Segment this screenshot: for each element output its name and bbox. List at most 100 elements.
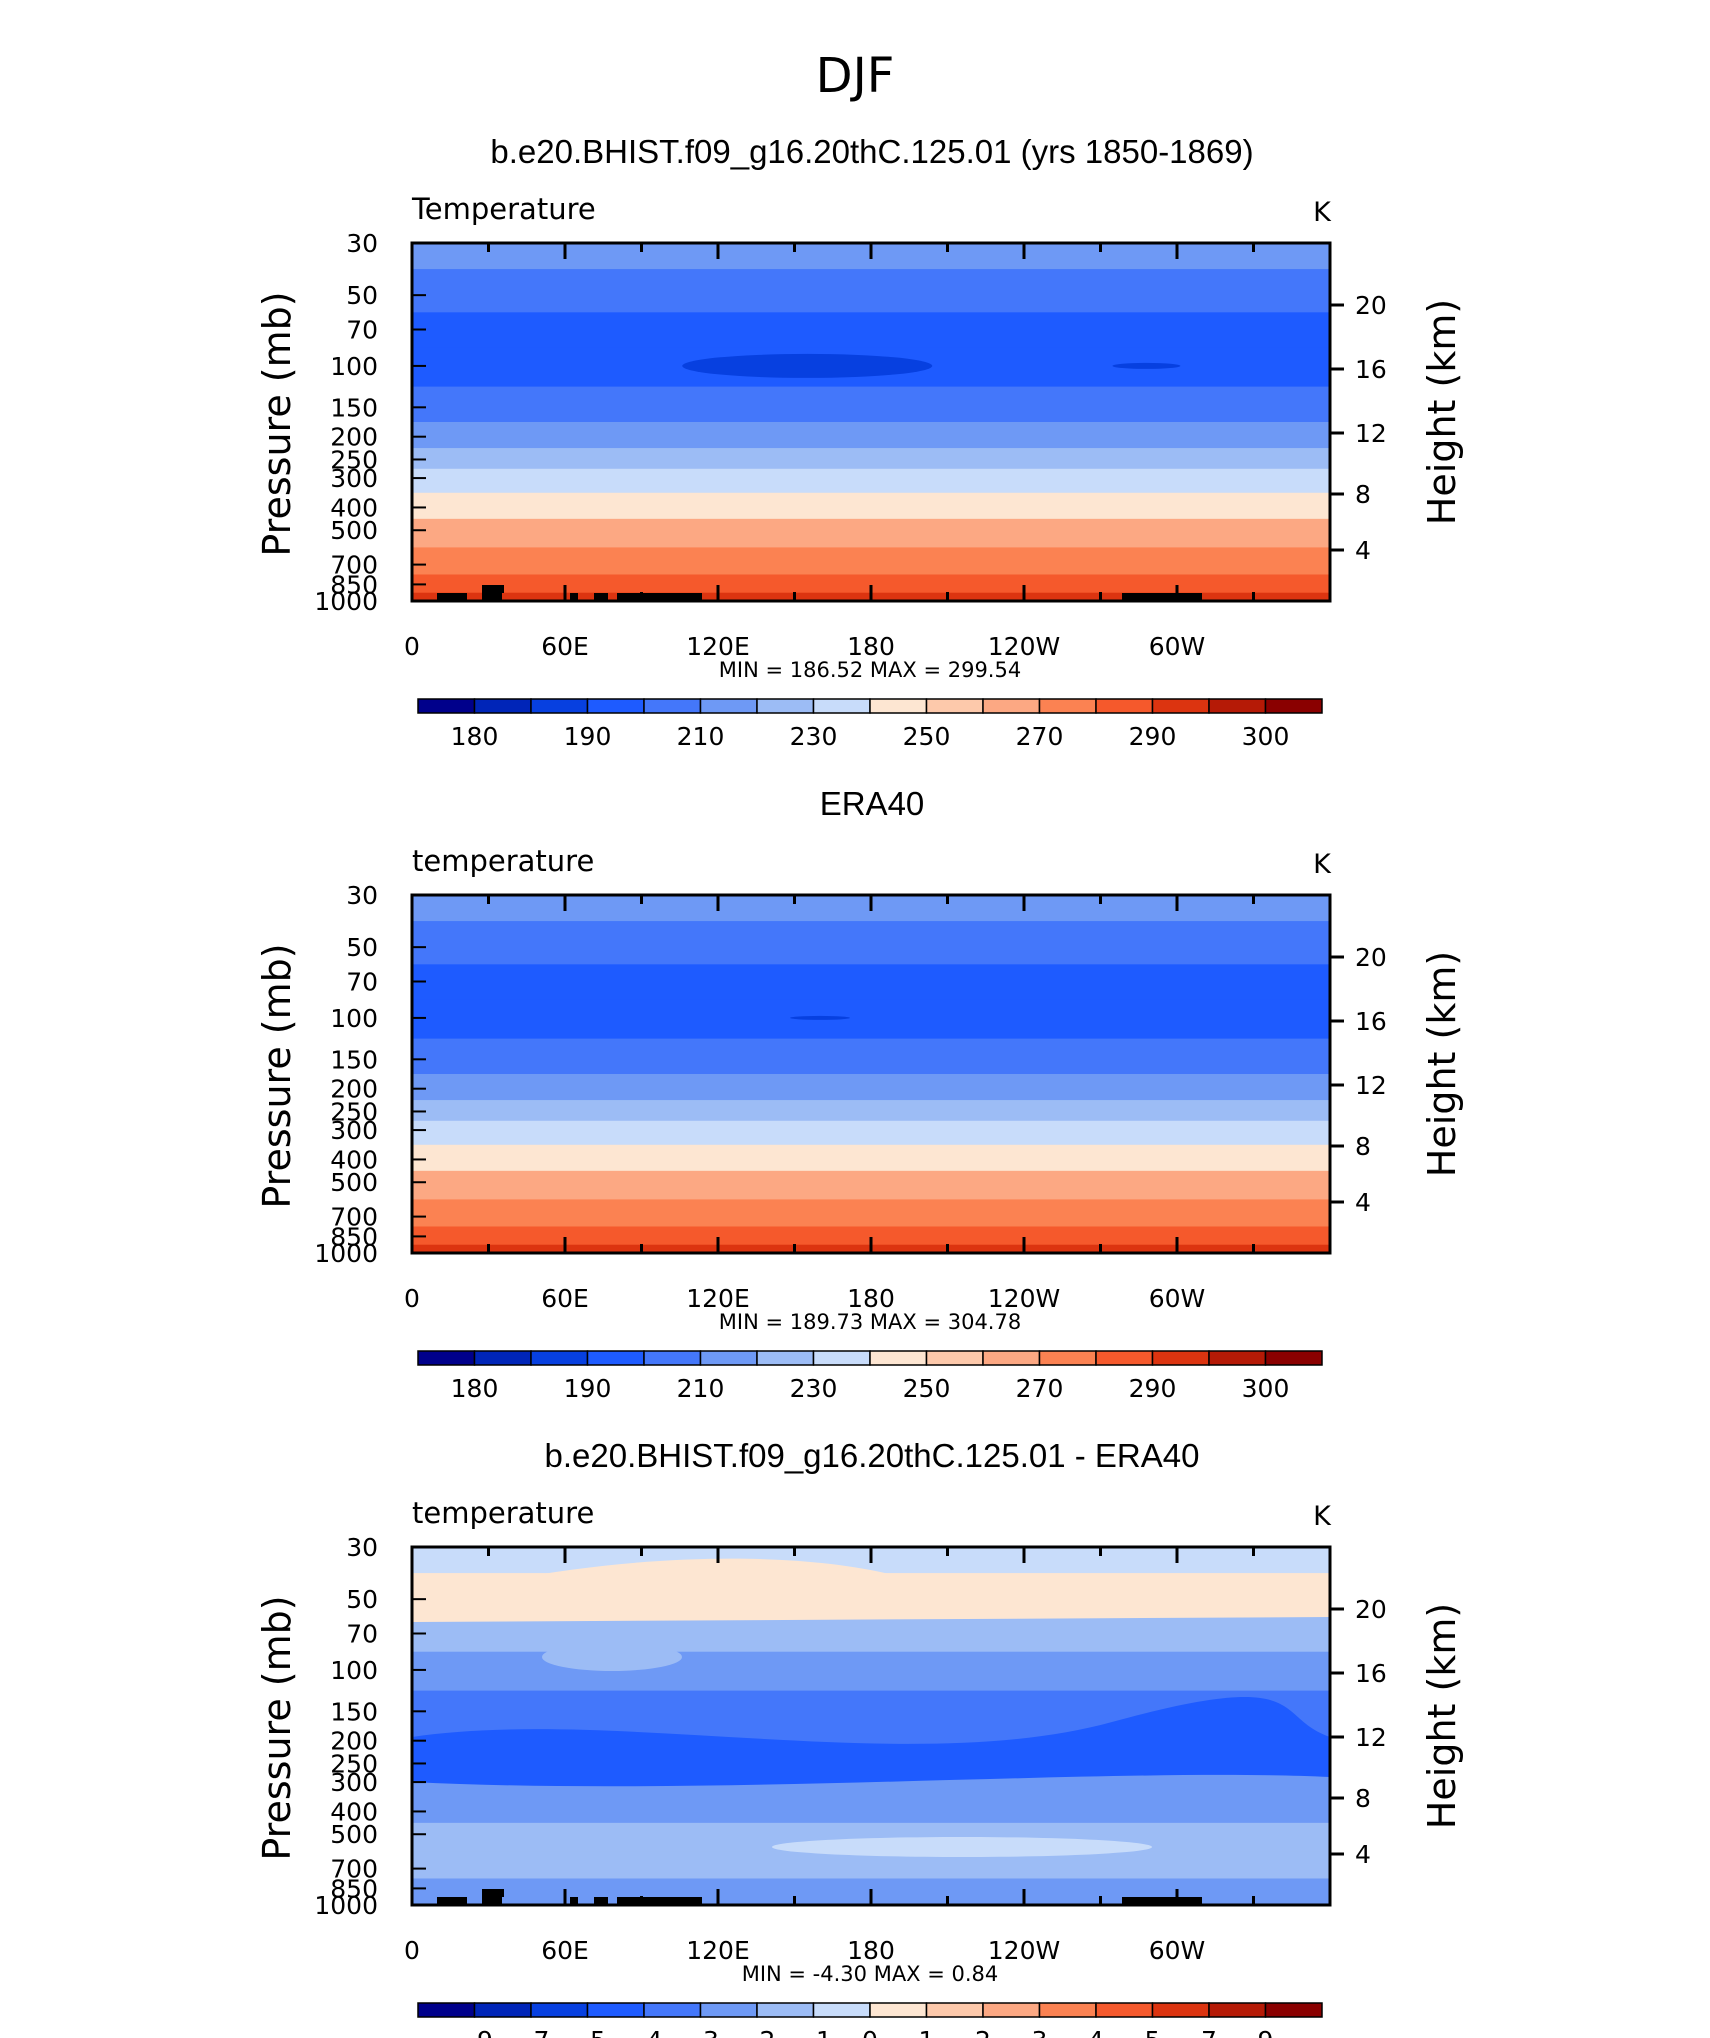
colorbar-swatch	[1151, 2002, 1210, 2018]
topography-block	[437, 593, 467, 601]
y-tick-label: 50	[346, 281, 378, 310]
x-tick-label: 60W	[1149, 632, 1206, 661]
colorbar-swatch	[1208, 1350, 1267, 1366]
chart-units: K	[1313, 197, 1332, 228]
contour-band	[412, 386, 1330, 423]
x-tick-label: 180	[847, 632, 895, 661]
x-tick-label: 120W	[988, 1284, 1060, 1313]
y2-tick-label: 16	[1355, 355, 1387, 384]
colorbar-swatch	[1038, 2002, 1097, 2018]
contour-band	[412, 921, 1330, 965]
colorbar-swatch	[417, 1350, 476, 1366]
colorbar-swatch	[925, 698, 984, 714]
colorbar-swatch	[812, 2002, 871, 2018]
chart-units: K	[1313, 849, 1332, 880]
colorbar-swatch	[1038, 698, 1097, 714]
topography-block	[482, 593, 502, 601]
colorbar-label: 4	[1088, 2026, 1104, 2038]
colorbar-swatch	[1264, 698, 1323, 714]
contour-bands	[412, 243, 1330, 602]
colorbar-swatch	[869, 698, 928, 714]
contour-band	[412, 269, 1330, 313]
y-tick-label: 300	[330, 464, 378, 493]
colorbar-swatch	[1095, 2002, 1154, 2018]
difference-contour	[542, 1643, 682, 1671]
y-axis-right: 20 16 12 8 4 Height (km)	[1330, 943, 1464, 1217]
colorbar-swatch	[756, 2002, 815, 2018]
page-title: DJF	[816, 48, 895, 104]
y2-tick-label: 12	[1355, 419, 1387, 448]
y-tick-label: 500	[330, 516, 378, 545]
colorbar-label: −4	[626, 2026, 663, 2038]
y2-axis-title: Height (km)	[1420, 299, 1464, 525]
topography-block	[1122, 593, 1202, 601]
colorbar-label: 180	[451, 1374, 499, 1403]
cold-core-contour	[1112, 362, 1181, 369]
y-tick-label: 50	[346, 933, 378, 962]
stats-min-max: MIN = 189.73 MAX = 304.78	[719, 1310, 1021, 1334]
y-tick-label: 100	[330, 1004, 378, 1033]
colorbar-swatch	[699, 698, 758, 714]
contour-band	[412, 547, 1330, 575]
contour-band	[412, 1038, 1330, 1075]
colorbar-label: 190	[564, 1374, 612, 1403]
colorbar-label: 230	[790, 722, 838, 751]
colorbar-swatch	[1208, 698, 1267, 714]
topography-block	[1122, 1897, 1202, 1905]
chart-subtitle-left: temperature	[412, 1496, 594, 1530]
y2-axis-title: Height (km)	[1420, 951, 1464, 1177]
y-tick-label: 50	[346, 1585, 378, 1614]
contour-band	[412, 1170, 1330, 1200]
y2-tick-label: 8	[1355, 1132, 1371, 1161]
colorbar-swatch	[473, 698, 532, 714]
y-tick-label: 250	[330, 445, 378, 474]
x-tick-label: 60W	[1149, 1936, 1206, 1965]
y-tick-label: 200	[330, 1727, 378, 1756]
y2-tick-label: 16	[1355, 1007, 1387, 1036]
colorbar-label: 300	[1242, 1374, 1290, 1403]
x-tick-label: 120E	[686, 1284, 750, 1313]
colorbar-label: −7	[513, 2026, 550, 2038]
x-tick-label: 120W	[988, 632, 1060, 661]
y-tick-label: 850	[330, 1222, 378, 1251]
topography-block	[437, 1897, 467, 1905]
chart-title: b.e20.BHIST.f09_g16.20thC.125.01 - ERA40	[545, 1437, 1200, 1474]
topography-block	[594, 593, 608, 601]
y-tick-label: 250	[330, 1749, 378, 1778]
topography	[437, 585, 1202, 601]
contour-band	[412, 1144, 1330, 1172]
colorbar-label: −1	[795, 2026, 832, 2038]
stats-min-max: MIN = 186.52 MAX = 299.54	[719, 658, 1021, 682]
colorbar-swatch	[812, 698, 871, 714]
contour-band	[412, 1100, 1330, 1122]
colorbar: 180 190 210 230 250 270 290 300	[417, 1350, 1323, 1403]
y-tick-label: 700	[330, 551, 378, 580]
y2-tick-label: 16	[1355, 1659, 1387, 1688]
colorbar-label: 290	[1129, 1374, 1177, 1403]
colorbar-swatch	[982, 2002, 1041, 2018]
colorbar-swatch	[586, 1350, 645, 1366]
y-tick-label: 850	[330, 1874, 378, 1903]
chart-title: b.e20.BHIST.f09_g16.20thC.125.01 (yrs 18…	[490, 133, 1253, 170]
colorbar-label: 230	[790, 1374, 838, 1403]
colorbar-swatch	[643, 2002, 702, 2018]
y-tick-label: 500	[330, 1168, 378, 1197]
y-tick-label: 400	[330, 493, 378, 522]
chart-panel-1: b.e20.BHIST.f09_g16.20thC.125.01 (yrs 18…	[255, 133, 1464, 751]
colorbar-swatch	[1095, 1350, 1154, 1366]
colorbar-label: 7	[1201, 2026, 1217, 2038]
y2-tick-label: 12	[1355, 1071, 1387, 1100]
x-tick-label: 60E	[541, 1284, 589, 1313]
colorbar-label: −3	[682, 2026, 719, 2038]
colorbar-swatch	[1038, 1350, 1097, 1366]
chart-panel-2: ERA40 temperature K 0 60E 120E 180 120W 60W MIN =…	[255, 785, 1464, 1403]
y-tick-label: 300	[330, 1116, 378, 1145]
y-tick-label: 500	[330, 1820, 378, 1849]
colorbar-label: 3	[1032, 2026, 1048, 2038]
colorbar-swatch	[643, 1350, 702, 1366]
colorbar-label: 1	[919, 2026, 935, 2038]
contour-band	[412, 1851, 1330, 1879]
colorbar-swatch	[530, 698, 589, 714]
colorbar-swatch	[586, 2002, 645, 2018]
x-tick-label: 120W	[988, 1936, 1060, 1965]
